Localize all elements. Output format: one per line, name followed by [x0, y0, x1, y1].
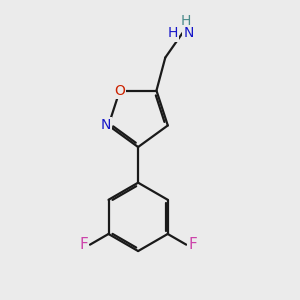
Text: H: H — [180, 14, 191, 28]
Text: N: N — [100, 118, 111, 133]
Text: F: F — [79, 237, 88, 252]
Text: O: O — [114, 84, 125, 98]
Text: H: H — [168, 26, 178, 40]
Text: N: N — [183, 26, 194, 40]
Text: F: F — [188, 237, 197, 252]
